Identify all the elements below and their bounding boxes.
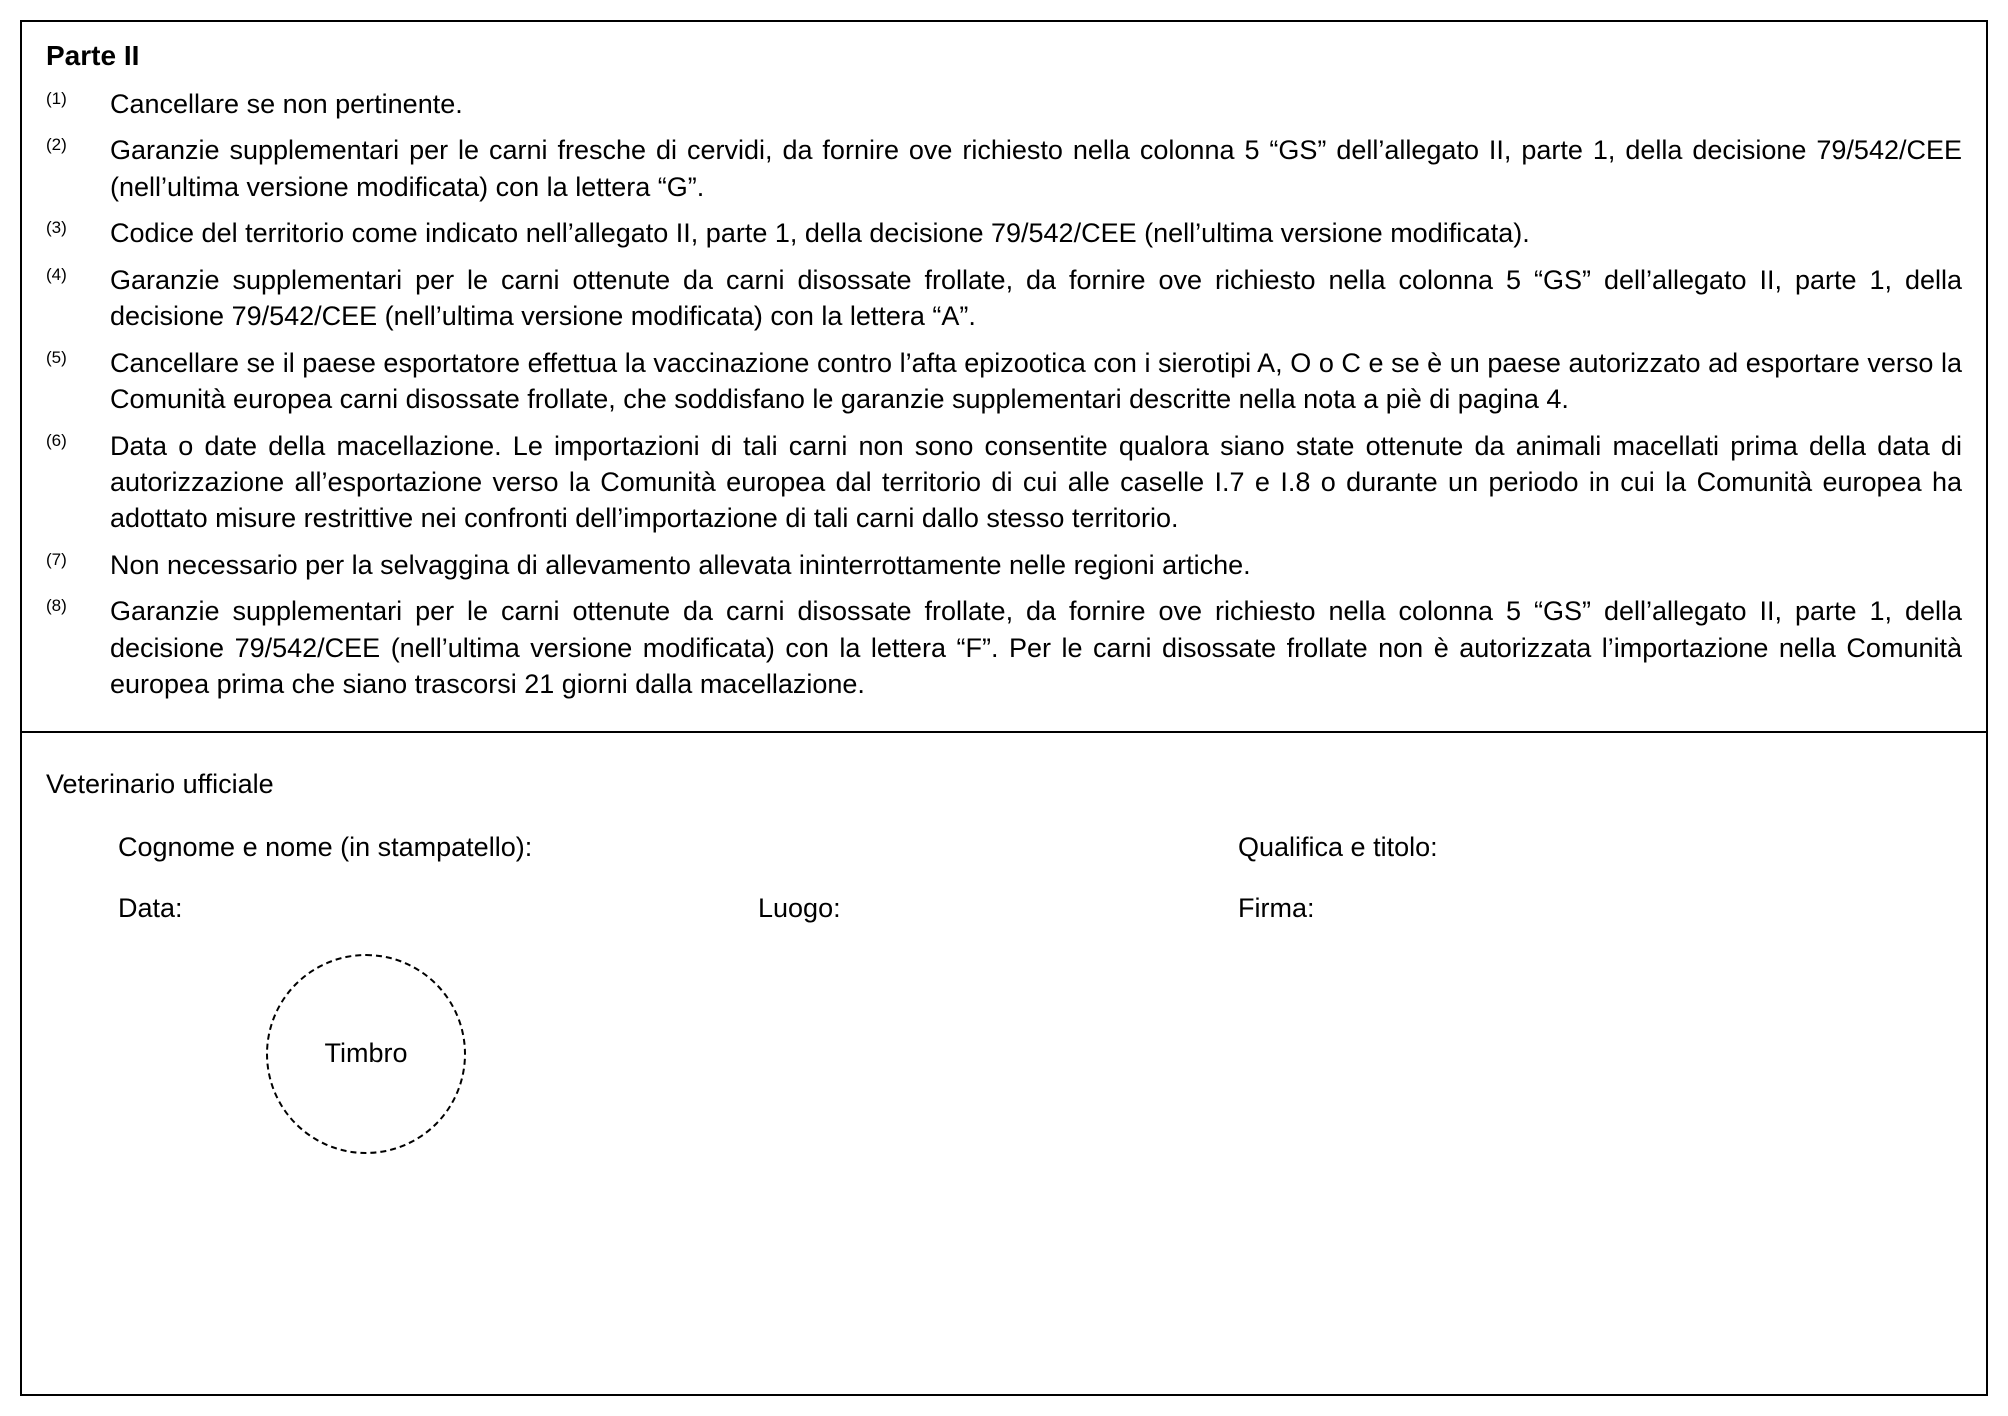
name-label: Cognome e nome (in stampatello):	[118, 832, 758, 863]
note-row: (3) Codice del territorio come indicato …	[46, 215, 1962, 251]
document-container: Parte II (1) Cancellare se non pertinent…	[20, 20, 1988, 1396]
note-text: Data o date della macellazione. Le impor…	[110, 428, 1962, 537]
note-text: Non necessario per la selvaggina di alle…	[110, 547, 1962, 583]
note-text: Codice del territorio come indicato nell…	[110, 215, 1962, 251]
stamp-area: Timbro	[46, 954, 1962, 1154]
note-number: (5)	[46, 345, 110, 368]
note-row: (5) Cancellare se il paese esportatore e…	[46, 345, 1962, 418]
note-number: (2)	[46, 132, 110, 155]
stamp-circle: Timbro	[266, 954, 466, 1154]
stamp-label: Timbro	[324, 1038, 407, 1069]
note-number: (8)	[46, 593, 110, 616]
note-number: (4)	[46, 262, 110, 285]
note-number: (7)	[46, 547, 110, 570]
signature-label: Firma:	[1238, 893, 1315, 924]
note-row: (4) Garanzie supplementari per le carni …	[46, 262, 1962, 335]
note-text: Garanzie supplementari per le carni fres…	[110, 132, 1962, 205]
date-label: Data:	[118, 893, 758, 924]
spacer	[758, 832, 1238, 863]
notes-section: Parte II (1) Cancellare se non pertinent…	[22, 22, 1986, 733]
note-number: (6)	[46, 428, 110, 451]
note-text: Garanzie supplementari per le carni otte…	[110, 593, 1962, 702]
note-text: Cancellare se non pertinente.	[110, 86, 1962, 122]
section-title: Parte II	[46, 40, 1962, 72]
note-number: (1)	[46, 86, 110, 109]
field-row: Cognome e nome (in stampatello): Qualifi…	[46, 832, 1962, 863]
veterinarian-label: Veterinario ufficiale	[46, 769, 1962, 800]
place-label: Luogo:	[758, 893, 1238, 924]
note-text: Garanzie supplementari per le carni otte…	[110, 262, 1962, 335]
note-number: (3)	[46, 215, 110, 238]
note-row: (1) Cancellare se non pertinente.	[46, 86, 1962, 122]
note-row: (8) Garanzie supplementari per le carni …	[46, 593, 1962, 702]
qualification-label: Qualifica e titolo:	[1238, 832, 1438, 863]
field-row: Data: Luogo: Firma:	[46, 893, 1962, 924]
note-text: Cancellare se il paese esportatore effet…	[110, 345, 1962, 418]
note-row: (2) Garanzie supplementari per le carni …	[46, 132, 1962, 205]
note-row: (6) Data o date della macellazione. Le i…	[46, 428, 1962, 537]
signature-section: Veterinario ufficiale Cognome e nome (in…	[22, 733, 1986, 1394]
note-row: (7) Non necessario per la selvaggina di …	[46, 547, 1962, 583]
